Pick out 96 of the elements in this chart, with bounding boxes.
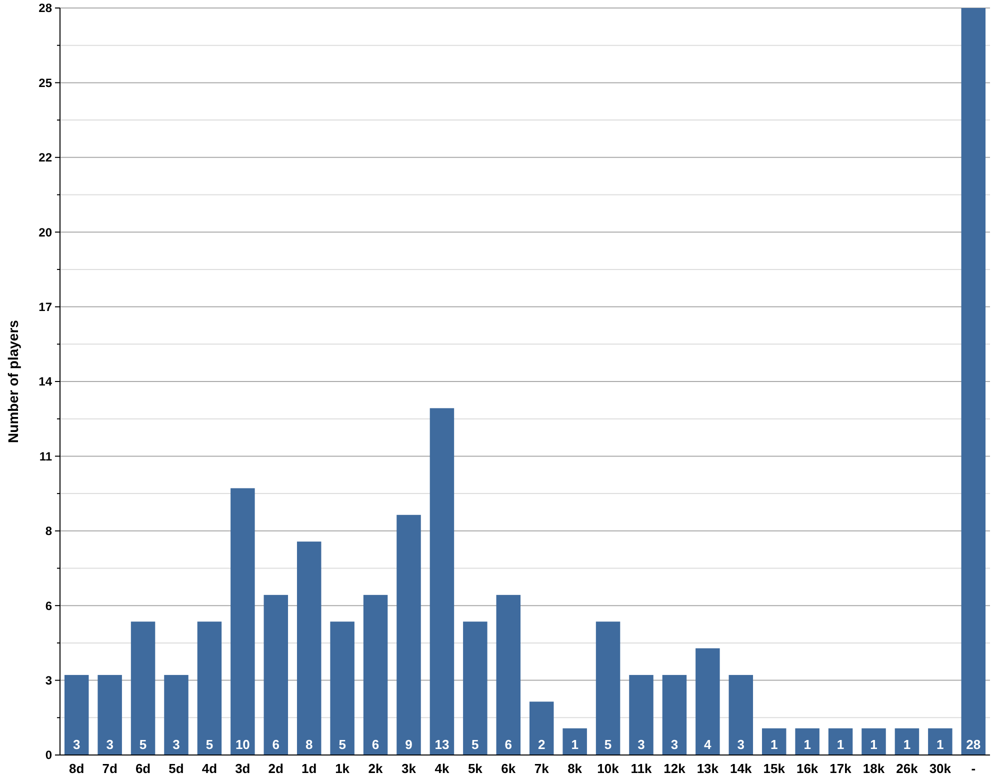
y-tick-label: 28: [38, 1, 52, 16]
x-tick-label: 14k: [730, 761, 752, 776]
bar: [961, 8, 986, 755]
data-label: 1: [571, 737, 578, 752]
y-tick-label: 17: [38, 300, 52, 314]
x-tick-label: 18k: [862, 761, 886, 776]
bar: [728, 674, 754, 755]
y-tick-label: 14: [38, 374, 52, 389]
data-label: 5: [604, 737, 612, 752]
x-tick-label: 2d: [268, 761, 284, 776]
x-tick-label: 4k: [434, 761, 450, 776]
x-tick-label: 8k: [568, 761, 583, 776]
x-tick-label: 2k: [368, 761, 384, 776]
data-label: 5: [139, 737, 147, 752]
x-tick-label: 13k: [696, 761, 720, 776]
bar: [264, 594, 288, 755]
bar: [696, 648, 720, 755]
bar: [496, 594, 521, 755]
data-label: 9: [405, 737, 412, 752]
bar: [330, 622, 354, 755]
data-label: 2: [538, 737, 546, 752]
bar: [363, 594, 388, 755]
x-tick-label: 6k: [501, 761, 516, 776]
x-tick-label: 12k: [664, 761, 686, 776]
data-label: 13: [434, 737, 450, 752]
data-label: 5: [206, 737, 214, 752]
data-label: 10: [235, 737, 250, 752]
x-tick-label: 1d: [302, 761, 317, 776]
bar: [230, 488, 255, 755]
y-tick-label: 22: [38, 150, 52, 165]
data-label: 5: [472, 737, 479, 752]
data-label: 3: [670, 737, 678, 752]
x-tick-label: 10k: [597, 761, 620, 776]
bar: [862, 728, 886, 755]
x-tick-label: 8d: [69, 761, 84, 776]
bar: [529, 702, 554, 755]
x-tick-label: 4d: [202, 761, 218, 776]
bar: [629, 674, 654, 755]
data-label: 3: [737, 737, 745, 752]
x-tick-label: 30k: [929, 761, 952, 776]
data-label: 3: [172, 737, 180, 752]
data-label: 3: [72, 737, 80, 752]
bar: [562, 728, 587, 755]
y-tick-label: 6: [45, 598, 52, 613]
bar: [463, 622, 488, 755]
bar: [430, 408, 454, 755]
data-label: 1: [804, 737, 811, 752]
bar: [762, 728, 786, 755]
data-label: 3: [106, 737, 114, 752]
data-label: 1: [936, 737, 944, 752]
data-label: 6: [272, 737, 280, 752]
x-tick-label: 16k: [796, 761, 819, 776]
bar: [795, 728, 820, 755]
data-label: 1: [903, 737, 911, 752]
x-tick-label: 11k: [630, 761, 652, 776]
x-tick-label: 1k: [335, 761, 350, 776]
bar: [596, 622, 620, 755]
bar: [662, 674, 687, 755]
data-label: 6: [504, 737, 512, 752]
data-label: 28: [966, 737, 981, 752]
x-tick-label: 7d: [102, 761, 118, 776]
bar: [296, 542, 322, 755]
y-tick-label: 25: [38, 76, 52, 90]
bar: [64, 674, 89, 755]
x-tick-label: 3k: [402, 761, 417, 776]
data-label: 8: [305, 737, 313, 752]
data-label: 1: [870, 737, 878, 752]
x-tick-label: 7k: [534, 761, 550, 776]
x-tick-label: 5k: [468, 761, 484, 776]
data-label: 6: [372, 737, 380, 752]
bar: [928, 728, 952, 755]
bar: [828, 728, 853, 755]
data-label: 4: [704, 737, 712, 752]
y-tick-label: 8: [45, 524, 52, 538]
data-label: 3: [638, 737, 645, 752]
data-label: 5: [338, 737, 346, 752]
data-label: 1: [770, 737, 778, 752]
x-tick-label: 26k: [896, 761, 919, 776]
bar: [396, 514, 421, 755]
data-label: 1: [836, 737, 844, 752]
x-tick-label: 17k: [830, 761, 852, 776]
x-tick-label: 5d: [168, 761, 184, 776]
bar: [98, 674, 122, 755]
x-tick-label: -: [971, 761, 976, 776]
x-tick-label: 6d: [135, 761, 151, 776]
y-tick-label: 20: [38, 225, 52, 240]
bar: [130, 622, 156, 755]
y-tick-label: 0: [45, 748, 52, 762]
y-axis-title: Number of players: [5, 320, 21, 443]
x-tick-label: 15k: [763, 761, 786, 776]
bar: [164, 674, 188, 755]
bar: [894, 728, 920, 755]
y-tick-label: 3: [45, 674, 52, 688]
y-tick-label: 11: [39, 449, 52, 464]
bar: [197, 622, 222, 755]
x-tick-label: 3d: [235, 761, 250, 776]
